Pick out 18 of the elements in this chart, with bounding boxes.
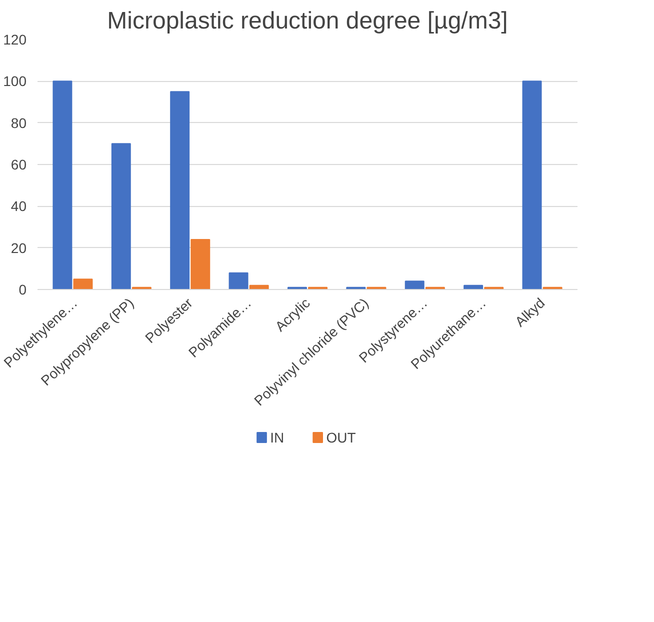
bar — [522, 80, 542, 290]
y-tick-label: 120 — [3, 32, 27, 48]
bar — [404, 280, 424, 290]
chart-title: Microplastic reduction degree [µg/m3] — [107, 8, 508, 34]
bar — [190, 239, 210, 290]
y-tick-label: 20 — [10, 240, 27, 256]
y-tick-label: 60 — [10, 156, 27, 172]
y-tick-label: 0 — [18, 282, 27, 298]
y-tick-label: 40 — [10, 198, 27, 214]
legend-label: OUT — [326, 430, 356, 446]
legend-label: IN — [270, 430, 284, 446]
bar — [228, 272, 248, 290]
bar — [111, 143, 131, 290]
y-tick-label: 100 — [3, 73, 27, 90]
y-tick-label: 80 — [10, 114, 27, 131]
bar — [73, 278, 93, 290]
bar — [170, 91, 190, 290]
bar — [52, 80, 72, 290]
